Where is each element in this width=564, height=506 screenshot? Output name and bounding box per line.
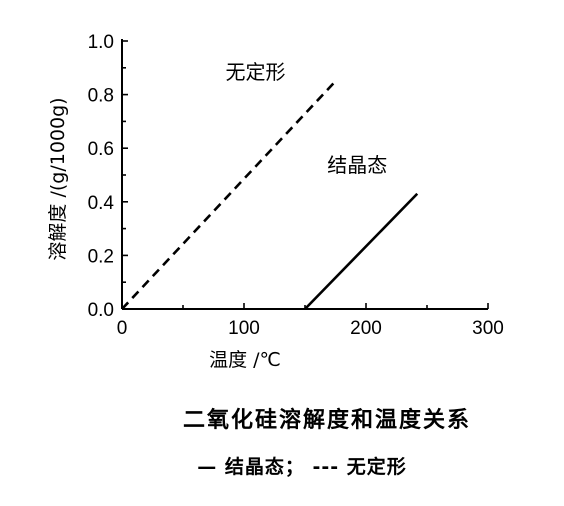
x-axis-title: 温度 /℃ <box>209 349 281 371</box>
axes <box>121 39 488 310</box>
series-line-1 <box>121 80 337 310</box>
series-annotation-2: 结晶态 <box>327 153 387 177</box>
ticks: 0.0 0.2 0.4 0.6 0.8 1.0 0 100 200 300 <box>88 32 504 339</box>
series-line-2 <box>304 192 419 310</box>
series-lines <box>121 80 419 310</box>
x-tick-label: 200 <box>350 318 382 339</box>
x-tick-label: 0 <box>117 318 128 339</box>
y-tick-label: 0.4 <box>88 193 115 214</box>
y-tick-label: 0.2 <box>88 246 114 267</box>
y-axis-title: 溶解度 /(g/1000g) <box>47 97 69 260</box>
series-annotation-1: 无定形 <box>226 60 286 84</box>
chart-legend: — 结晶态； --- 无定形 <box>197 456 407 478</box>
x-tick-label: 300 <box>472 318 504 339</box>
y-tick-label: 0.8 <box>88 86 114 107</box>
y-tick-label: 0.6 <box>88 139 114 160</box>
chart-title: 二氧化硅溶解度和温度关系 <box>182 408 471 433</box>
y-tick-label: 0.0 <box>88 300 114 321</box>
y-tick-label: 1.0 <box>88 32 114 53</box>
x-tick-label: 100 <box>228 318 260 339</box>
